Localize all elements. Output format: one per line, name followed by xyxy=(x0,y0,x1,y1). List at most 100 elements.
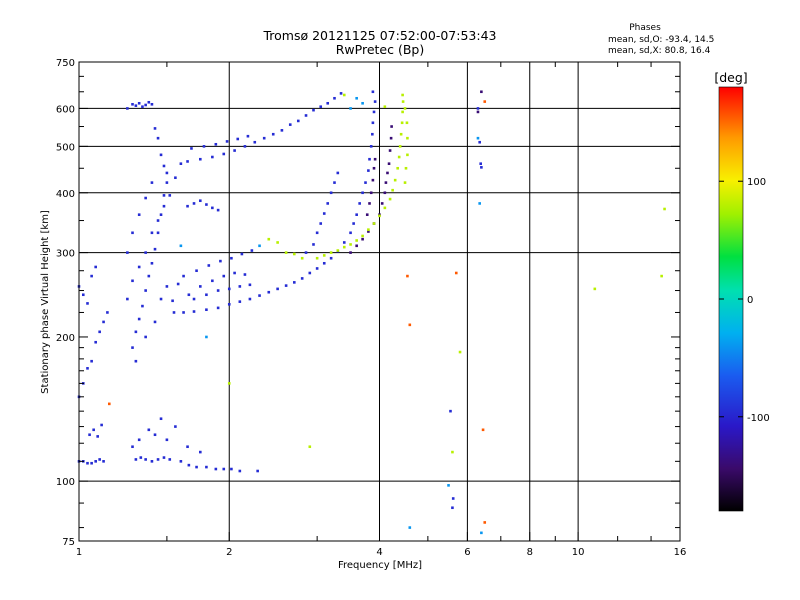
data-point xyxy=(369,191,373,195)
data-point xyxy=(172,311,176,314)
x-tick-label: 10 xyxy=(572,547,585,558)
data-point xyxy=(162,194,166,197)
data-point xyxy=(483,100,487,103)
data-point xyxy=(304,114,308,117)
data-point xyxy=(593,287,597,291)
data-point xyxy=(480,166,483,169)
data-point xyxy=(358,202,361,205)
data-point xyxy=(137,101,141,105)
data-point xyxy=(81,293,85,297)
data-point xyxy=(179,244,183,248)
data-point xyxy=(293,252,296,256)
data-point xyxy=(207,264,211,267)
data-point xyxy=(159,417,163,421)
data-point xyxy=(248,283,252,287)
data-point xyxy=(199,285,202,288)
data-point xyxy=(398,145,402,148)
colorbar-tick-label: 100 xyxy=(747,177,766,188)
data-point xyxy=(481,428,485,432)
data-point xyxy=(243,273,247,276)
data-point xyxy=(372,222,376,225)
data-point xyxy=(349,251,352,254)
data-point xyxy=(131,279,134,283)
data-point xyxy=(179,460,183,463)
data-point xyxy=(205,335,208,339)
data-point xyxy=(355,244,358,248)
data-point xyxy=(383,105,387,108)
data-point xyxy=(195,465,198,469)
data-point xyxy=(94,265,97,269)
colorbar-tick-label: 0 xyxy=(747,295,753,306)
data-point xyxy=(300,277,304,280)
data-point xyxy=(383,206,387,210)
data-point xyxy=(150,460,154,463)
data-point xyxy=(267,290,271,294)
data-point xyxy=(284,251,288,254)
data-point xyxy=(182,311,185,314)
data-point xyxy=(329,256,333,260)
data-point xyxy=(405,121,409,125)
data-point xyxy=(326,101,330,105)
data-point xyxy=(227,382,231,385)
data-point xyxy=(476,136,480,140)
data-point xyxy=(162,456,166,459)
data-point xyxy=(284,284,288,287)
data-point xyxy=(326,202,330,205)
data-point xyxy=(336,249,340,252)
data-point xyxy=(144,289,147,292)
data-point xyxy=(454,271,458,275)
data-point xyxy=(371,178,375,182)
x-tick-label: 4 xyxy=(376,547,382,558)
data-point xyxy=(458,350,462,354)
data-point xyxy=(451,506,454,510)
data-point xyxy=(384,181,388,184)
data-point xyxy=(315,256,319,260)
data-point xyxy=(187,293,191,297)
data-point xyxy=(186,445,189,449)
data-point xyxy=(373,157,377,161)
data-point xyxy=(156,136,160,140)
x-tick-label: 2 xyxy=(226,547,232,558)
chart-subtitle: RwPretec (Bp) xyxy=(336,42,424,57)
data-point xyxy=(153,247,157,251)
data-point xyxy=(408,323,412,327)
data-point xyxy=(296,119,300,123)
data-point xyxy=(156,458,160,461)
data-point xyxy=(102,320,105,324)
data-point xyxy=(276,287,279,291)
data-point xyxy=(88,433,91,437)
data-point xyxy=(205,308,208,312)
data-point xyxy=(403,181,407,184)
data-point xyxy=(150,261,154,265)
data-point xyxy=(96,435,99,438)
data-point xyxy=(371,121,375,125)
data-point xyxy=(361,237,364,241)
colorbar-ticks: 100 0 -100 xyxy=(719,177,770,424)
data-point xyxy=(342,241,346,244)
data-point xyxy=(102,460,105,463)
data-point xyxy=(131,445,134,449)
data-point xyxy=(137,265,141,269)
data-point xyxy=(222,274,226,278)
data-point xyxy=(90,274,93,278)
data-point xyxy=(364,181,367,184)
data-point xyxy=(186,204,189,208)
data-point xyxy=(368,202,371,205)
data-point xyxy=(276,241,279,244)
data-point xyxy=(400,121,404,125)
data-point xyxy=(165,181,169,184)
data-point xyxy=(147,100,151,104)
data-point xyxy=(262,136,266,140)
phases-mean-o: mean, sd,O: -93.4, 14.5 xyxy=(608,35,714,45)
data-point xyxy=(131,231,134,235)
data-point xyxy=(406,274,409,278)
data-point xyxy=(480,531,483,535)
data-point xyxy=(211,279,214,283)
data-point xyxy=(159,153,163,157)
data-point xyxy=(199,450,202,454)
data-point xyxy=(401,93,404,97)
y-tick-label: 600 xyxy=(56,104,75,115)
data-point xyxy=(141,304,144,308)
data-point xyxy=(355,239,358,242)
data-point xyxy=(131,346,134,349)
